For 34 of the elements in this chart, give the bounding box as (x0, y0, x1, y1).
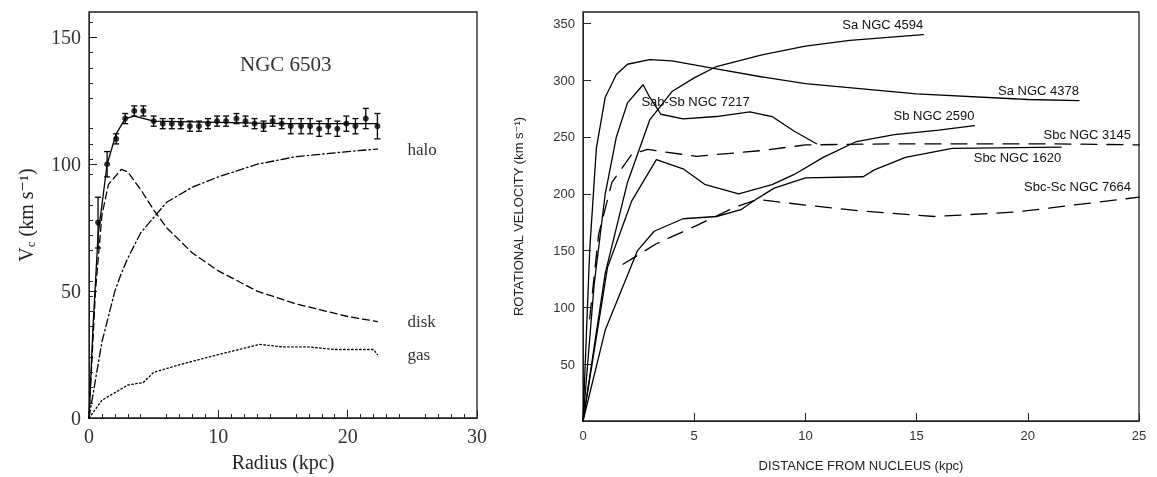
series-label: Sbc-Sc NGC 7664 (1024, 179, 1131, 195)
series-label: Sb NGC 2590 (893, 107, 975, 123)
x-tick-label: 10 (798, 428, 813, 443)
x-tick-label: 20 (337, 425, 358, 447)
x-tick-label: 5 (690, 428, 698, 443)
y-tick-label: 150 (553, 243, 575, 259)
y-tick-label: 200 (553, 186, 575, 202)
series-label: Sbc NGC 3145 (1043, 126, 1131, 142)
series-label: Sa NGC 4594 (842, 16, 924, 32)
series-label: Sbc NGC 1620 (973, 150, 1062, 166)
y-tick-label: 300 (553, 72, 575, 88)
x-tick-label: 0 (579, 428, 587, 443)
x-tick-label: 25 (1131, 428, 1147, 443)
y-tick-label: 100 (51, 153, 81, 176)
y-tick-label: 250 (553, 129, 575, 145)
y-tick-label: 100 (553, 299, 575, 315)
series-label: halo (407, 139, 437, 159)
x-axis-title: DISTANCE FROM NUCLEUS (kpc) (758, 458, 964, 473)
x-tick-label: 10 (208, 425, 229, 447)
x-tick-label: 30 (467, 425, 487, 447)
y-axis-title: Vc (km s⁻¹) (14, 168, 38, 262)
y-tick-label: 50 (560, 356, 575, 372)
x-axis-title: Radius (kpc) (231, 451, 335, 474)
y-axis-title: ROTATIONAL VELOCITY (km s⁻¹) (511, 116, 526, 317)
series-label: gas (407, 345, 431, 365)
y-tick-label: 50 (61, 280, 81, 303)
y-tick-label: 350 (553, 15, 575, 31)
x-tick-label: 20 (1020, 428, 1036, 443)
y-tick-label: 150 (51, 26, 81, 49)
y-tick-label: 0 (71, 407, 81, 429)
x-tick-label: 15 (909, 428, 924, 443)
series-label: disk (407, 312, 437, 332)
text: NGC 6503 (240, 51, 332, 76)
series-label: Sa NGC 4378 (998, 82, 1079, 98)
